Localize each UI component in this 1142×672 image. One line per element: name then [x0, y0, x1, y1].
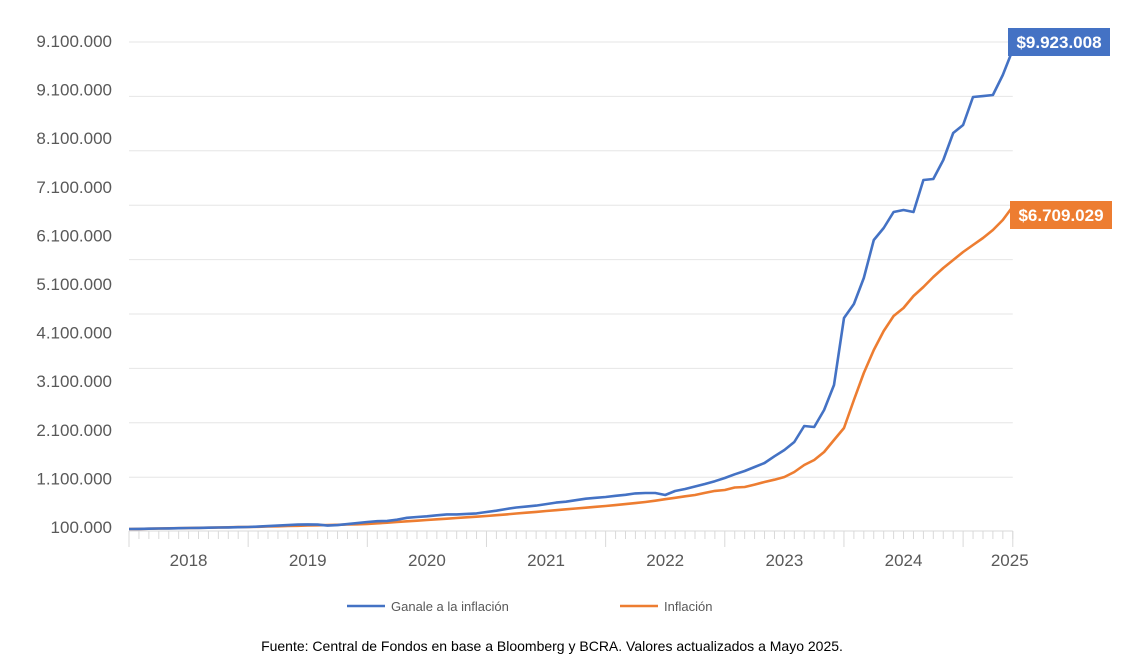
y-axis-tick-labels: 100.000 1.100.000 2.100.000 3.100.000 4.100.… [36, 32, 112, 537]
x-tick-label: 2023 [765, 551, 803, 570]
legend-item: Ganale a la inflación [347, 599, 509, 614]
y-tick-label: 6.100.000 [36, 226, 112, 245]
y-tick-label: 4.100.000 [36, 324, 112, 343]
end-label-text: $9.923.008 [1016, 33, 1101, 52]
x-tick-label: 2021 [527, 551, 565, 570]
y-tick-label: 3.100.000 [36, 372, 112, 391]
series-lines [128, 49, 1015, 531]
source-footnote: Fuente: Central de Fondos en base a Bloo… [261, 638, 843, 654]
y-tick-label: 2.100.000 [36, 421, 112, 440]
legend-label: Ganale a la inflación [391, 599, 509, 614]
y-tick-label: 100.000 [51, 518, 112, 537]
y-tick-label: 8.100.000 [36, 129, 112, 148]
series-line [128, 205, 1014, 531]
y-tick-label: 1.100.000 [36, 469, 112, 488]
end-label-inflacion: $6.709.029 [1010, 201, 1112, 229]
y-tick-label: 5.100.000 [36, 275, 112, 294]
y-tick-label: 9.100.000 [36, 81, 112, 100]
y-tick-label: 9.100.000 [36, 32, 112, 51]
legend-item: Inflación [620, 599, 712, 614]
series-ganale-a-la-inflacion [128, 49, 1015, 531]
x-tick-label: 2019 [289, 551, 327, 570]
x-tick-label: 2018 [170, 551, 208, 570]
legend: Ganale a la inflación Inflación [347, 599, 712, 614]
x-axis: 2018 2019 2020 2021 2022 2023 2024 2025 [128, 530, 1029, 570]
end-value-labels: $9.923.008 $6.709.029 [1008, 28, 1112, 229]
y-tick-label: 7.100.000 [36, 178, 112, 197]
end-label-ganale: $9.923.008 [1008, 28, 1110, 56]
end-label-text: $6.709.029 [1018, 206, 1103, 225]
x-tick-label: 2025 [991, 551, 1029, 570]
series-inflacion [128, 205, 1014, 531]
x-tick-label: 2022 [646, 551, 684, 570]
series-line [128, 49, 1015, 531]
x-tick-label: 2020 [408, 551, 446, 570]
end-label-box [1008, 28, 1110, 56]
x-tick-label: 2024 [885, 551, 923, 570]
legend-label: Inflación [664, 599, 712, 614]
end-label-box [1010, 201, 1112, 229]
gridlines [129, 41, 1013, 478]
